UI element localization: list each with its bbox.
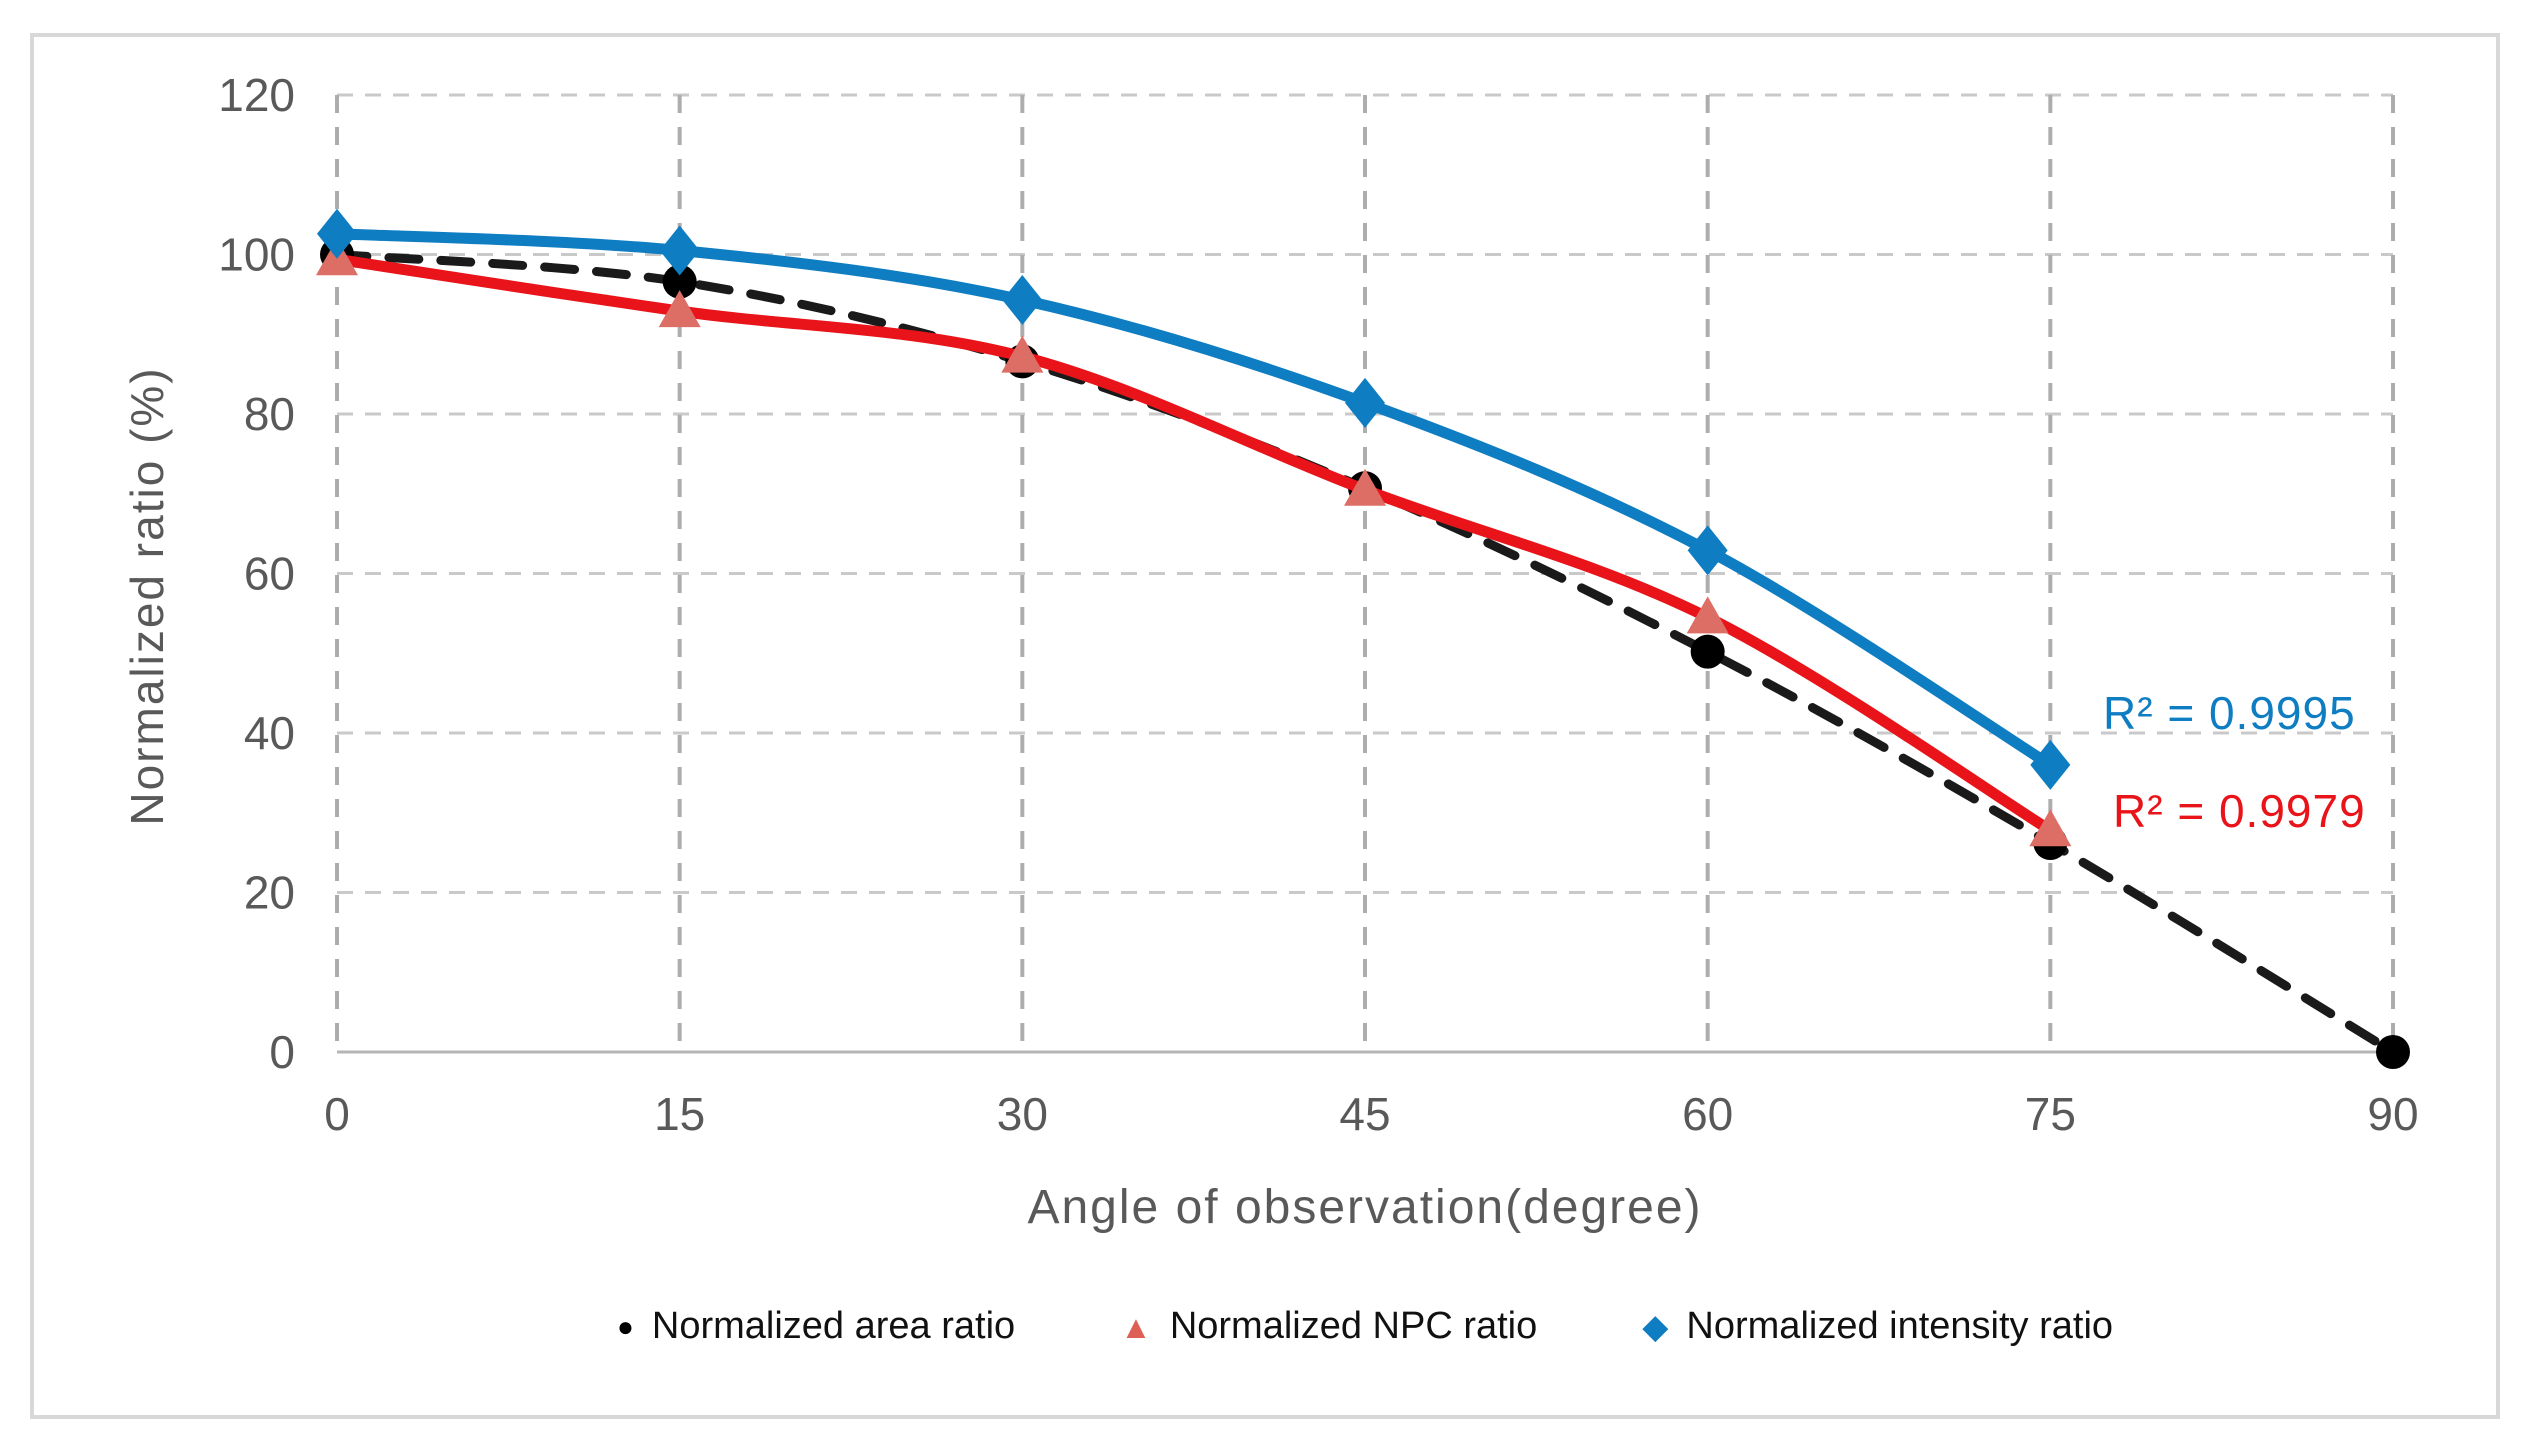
y-tick-label: 40	[244, 707, 295, 759]
x-tick-label: 75	[2025, 1088, 2076, 1140]
series-line-2	[331, 228, 2056, 771]
marker-triangle	[658, 290, 701, 328]
chart-legend: ● Normalized area ratio ▲ Normalized NPC ra…	[337, 1305, 2393, 1348]
marker-triangle	[1001, 335, 1044, 373]
y-tick-label: 100	[218, 229, 295, 281]
marker-diamond	[1002, 274, 1043, 325]
marker-triangle	[2029, 809, 2072, 847]
y-tick-label: 20	[244, 867, 295, 919]
triangle-marker-icon: ▲	[1120, 1308, 1152, 1345]
marker-diamond	[2030, 739, 2071, 790]
x-tick-label: 0	[324, 1088, 350, 1140]
marker-triangle	[1686, 596, 1729, 634]
marker-circle	[662, 264, 697, 299]
marker-diamond	[1345, 377, 1385, 428]
marker-diamond	[317, 208, 357, 259]
y-tick-label: 80	[244, 388, 295, 440]
legend-item-1: ▲ Normalized NPC ratio	[1120, 1305, 1537, 1348]
marker-circle	[2376, 1035, 2410, 1069]
y-tick-label: 0	[269, 1026, 295, 1078]
legend-item-2: ◆ Normalized intensity ratio	[1642, 1305, 2113, 1348]
x-tick-label: 60	[1682, 1088, 1733, 1140]
x-tick-label: 15	[654, 1088, 705, 1140]
x-axis-title: Angle of observation(degree)	[1027, 1181, 1703, 1234]
r-squared-npc-annotation: R² = 0.9979	[2113, 785, 2366, 837]
marker-triangle	[1344, 468, 1386, 506]
legend-label: Normalized intensity ratio	[1686, 1305, 2114, 1347]
legend-label: Normalized area ratio	[651, 1305, 1016, 1347]
legend-item-0: ● Normalized area ratio	[617, 1305, 1015, 1348]
diamond-marker-icon: ◆	[1642, 1307, 1669, 1346]
y-tick-label: 60	[244, 548, 295, 600]
r-squared-intensity-annotation: R² = 0.9995	[2103, 687, 2356, 739]
y-axis-title: Normalized ratio (%)	[121, 366, 173, 826]
marker-circle	[1690, 634, 1725, 669]
marker-diamond	[1687, 525, 1728, 576]
x-tick-label: 45	[1339, 1088, 1390, 1140]
legend-label: Normalized NPC ratio	[1169, 1305, 1538, 1347]
circle-marker-icon: ●	[616, 1310, 634, 1342]
x-tick-label: 30	[997, 1088, 1048, 1140]
marker-diamond	[659, 225, 700, 276]
x-tick-label: 90	[2367, 1088, 2418, 1140]
series-line-1	[331, 253, 2056, 836]
y-tick-label: 120	[218, 69, 295, 121]
